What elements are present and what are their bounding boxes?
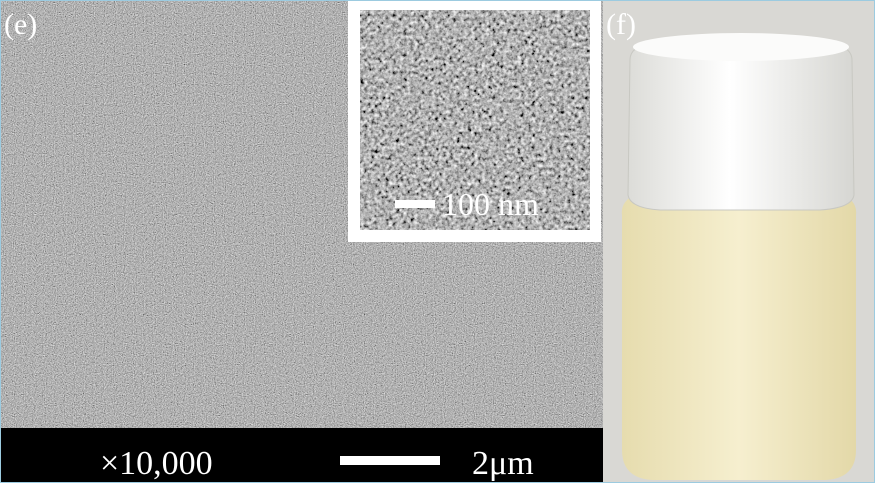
- inset-scale-bar: [395, 200, 435, 208]
- panel-label: (e): [4, 8, 37, 41]
- scale-bar: [340, 456, 440, 465]
- bottle: [622, 192, 856, 480]
- magnification: ×10,000: [100, 445, 213, 482]
- inset-scale-label: 100 nm: [442, 186, 539, 222]
- scale-label: 2μm: [472, 445, 534, 482]
- photo-panel: (f): [603, 0, 875, 483]
- sem-panel: ×10,000 2μm 100 nm (e): [0, 0, 603, 483]
- cap-top: [633, 33, 849, 61]
- panel-label: (f): [606, 8, 636, 41]
- bottle-cap: [628, 42, 854, 210]
- figure: ×10,000 2μm 100 nm (e) (f): [0, 0, 875, 483]
